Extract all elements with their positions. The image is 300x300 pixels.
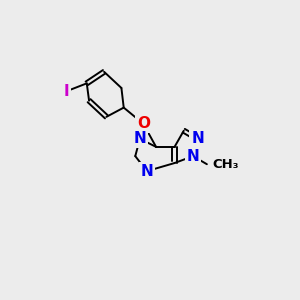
Text: O: O bbox=[137, 116, 150, 131]
Text: N: N bbox=[134, 131, 146, 146]
Text: N: N bbox=[140, 164, 153, 178]
Text: N: N bbox=[191, 131, 204, 146]
Text: I: I bbox=[63, 84, 69, 99]
Text: CH₃: CH₃ bbox=[212, 158, 239, 171]
Text: N: N bbox=[187, 148, 200, 164]
